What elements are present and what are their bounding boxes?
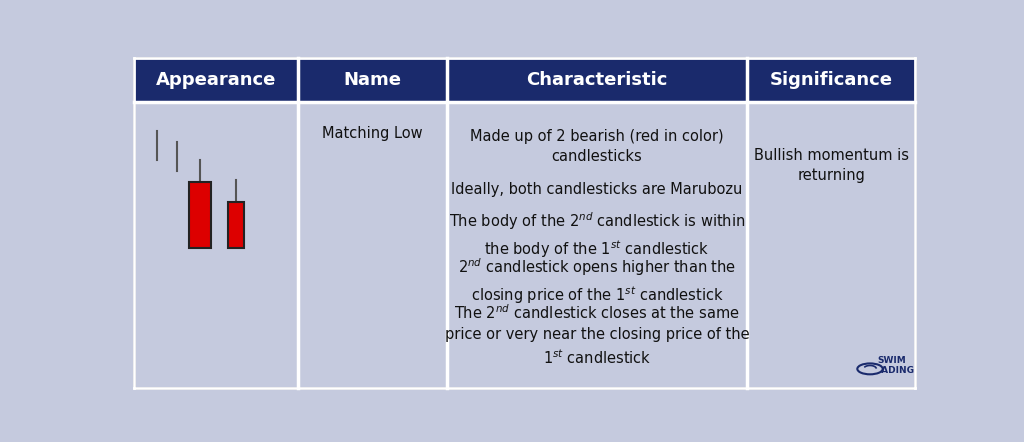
Bar xyxy=(298,58,446,103)
Text: Characteristic: Characteristic xyxy=(526,71,668,89)
Text: The body of the 2$^{nd}$ candlestick is within
the body of the 1$^{st}$ candlest: The body of the 2$^{nd}$ candlestick is … xyxy=(449,210,745,260)
Bar xyxy=(748,58,915,103)
Bar xyxy=(446,58,748,103)
Text: Made up of 2 bearish (red in color)
candlesticks: Made up of 2 bearish (red in color) cand… xyxy=(470,130,724,164)
Text: The 2$^{nd}$ candlestick closes at the same
price or very near the closing price: The 2$^{nd}$ candlestick closes at the s… xyxy=(444,304,750,367)
Bar xyxy=(134,58,298,103)
Text: SWIM
TRADING: SWIM TRADING xyxy=(868,356,914,375)
Bar xyxy=(188,183,211,248)
Circle shape xyxy=(857,363,883,374)
Text: Name: Name xyxy=(343,71,401,89)
Text: 2$^{nd}$ candlestick opens higher than the
closing price of the 1$^{st}$ candles: 2$^{nd}$ candlestick opens higher than t… xyxy=(458,256,736,306)
Bar xyxy=(228,202,244,248)
Text: Appearance: Appearance xyxy=(156,71,276,89)
Text: Matching Low: Matching Low xyxy=(323,126,423,141)
Text: Significance: Significance xyxy=(770,71,893,89)
Text: Ideally, both candlesticks are Marubozu: Ideally, both candlesticks are Marubozu xyxy=(452,182,742,197)
Text: Bullish momentum is
returning: Bullish momentum is returning xyxy=(754,148,909,183)
